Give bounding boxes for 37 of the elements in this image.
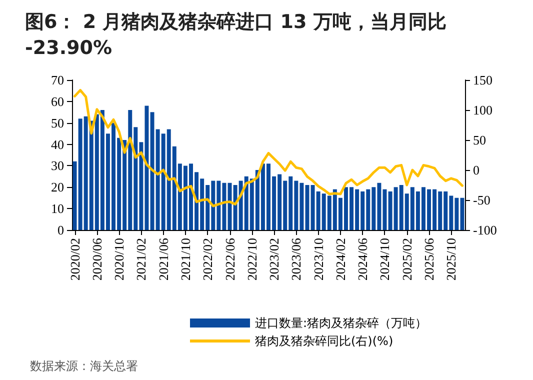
- y-tick-label: 70: [51, 72, 64, 88]
- x-tick-label: 2021/06: [156, 238, 171, 281]
- y2-tick-label: 150: [473, 72, 492, 88]
- x-tick-label: 2023/06: [288, 238, 304, 281]
- x-tick-label: 2022/06: [222, 238, 238, 281]
- y2-tick-label: 100: [473, 102, 492, 118]
- y-tick-label: 20: [51, 180, 64, 195]
- source-note: 数据来源：海关总署: [30, 359, 138, 373]
- y-tick-label: 40: [51, 136, 64, 152]
- x-tick-label: 2024/02: [332, 238, 348, 281]
- y-tick-label: 10: [51, 201, 64, 216]
- x-tick-label: 2023/10: [310, 238, 326, 281]
- y2-tick-label: 50: [473, 132, 486, 148]
- x-tick-label: 2025/06: [422, 238, 437, 281]
- legend-label: 猪肉及猪杂碎同比(右)(%): [255, 334, 394, 348]
- x-tick-label: 2020/06: [89, 238, 104, 281]
- x-tick-label: 2021/02: [134, 238, 149, 281]
- x-tick-label: 2023/02: [266, 238, 282, 281]
- x-tick-label: 2022/10: [244, 238, 260, 281]
- x-tick-label: 2024/06: [355, 238, 370, 281]
- y2-tick-label: -50: [473, 192, 490, 208]
- y-tick-label: 50: [51, 115, 64, 130]
- y2-tick-label: 0: [473, 162, 480, 178]
- x-tick-label: 2021/10: [178, 238, 193, 281]
- x-tick-label: 2024/10: [377, 238, 392, 281]
- y-tick-label: 60: [51, 94, 64, 109]
- y2-tick-label: -100: [473, 222, 497, 238]
- chart-title: 图6： 2 月猪肉及猪杂碎进口 13 万吨，当月同比-23.90%: [25, 11, 446, 59]
- x-tick-label: 2025/10: [444, 238, 459, 281]
- x-tick-label: 2022/02: [200, 238, 216, 281]
- legend-label: 进口数量:猪肉及猪杂碎（万吨）: [255, 316, 428, 330]
- x-tick-label: 2025/02: [399, 238, 414, 281]
- y-tick-label: 30: [51, 158, 64, 174]
- line-series: [74, 88, 464, 208]
- x-tick-label: 2020/02: [67, 238, 82, 281]
- y-tick-label: 0: [58, 222, 64, 238]
- x-tick-label: 2020/10: [112, 238, 127, 281]
